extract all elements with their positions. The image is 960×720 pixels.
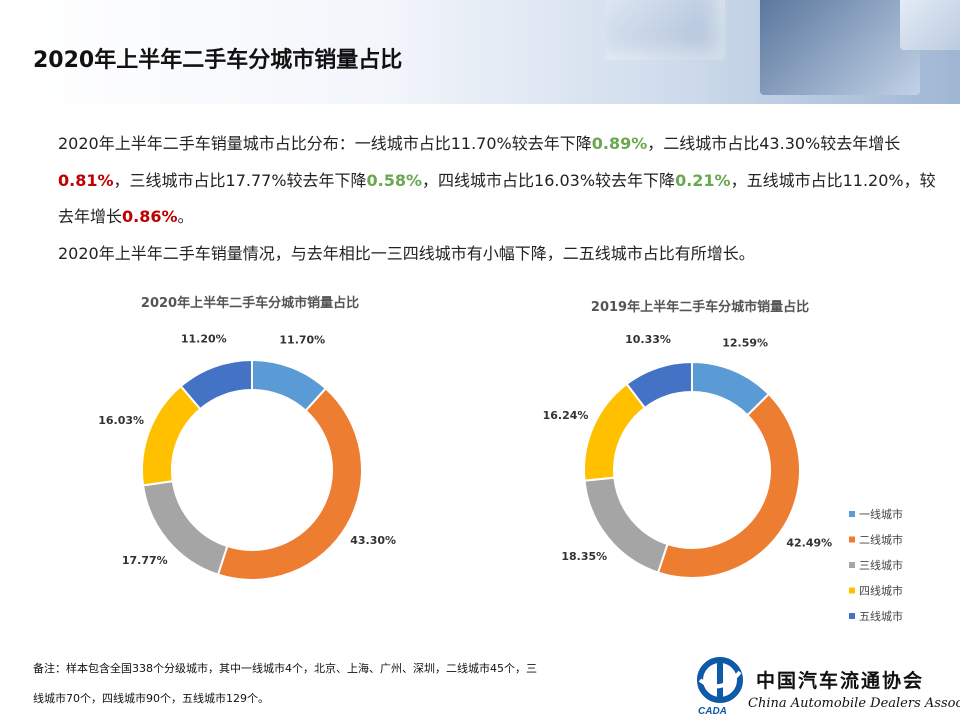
legend-swatch-5: [849, 613, 855, 619]
data-label-2019-5: 10.33%: [625, 333, 671, 346]
intro-text-span: ，五线城市占比11.20%，较去年增长: [58, 170, 936, 227]
intro-paragraph-1: 2020年上半年二手车销量城市占比分布：一线城市占比11.70%较去年下降0.8…: [58, 126, 938, 236]
change-value-tier5: 0.86%: [122, 207, 178, 226]
intro-text-span: ，三线城市占比17.77%较去年下降: [113, 170, 367, 190]
footnote: 备注：样本包含全国338个分级城市，其中一线城市4个，北京、上海、广州、深圳，二…: [33, 654, 638, 714]
legend-swatch-3: [849, 562, 855, 568]
data-label-2020-2: 43.30%: [350, 534, 396, 547]
data-label-2020-4: 16.03%: [98, 414, 144, 427]
cada-logo: CADA 中国汽车流通协会 China Automobile Dealers A…: [690, 652, 960, 720]
decorative-cube: [760, 0, 920, 95]
intro-text-span: ，四线城市占比16.03%较去年下降: [422, 170, 676, 190]
change-value-tier1: 0.89%: [591, 134, 648, 153]
data-label-2020-3: 17.77%: [122, 554, 168, 567]
intro-paragraph-2: 2020年上半年二手车销量情况，与去年相比一三四线城市有小幅下降，二五线城市占比…: [58, 243, 755, 263]
data-label-2020-5: 11.20%: [181, 333, 227, 346]
legend-label-3: 三线城市: [859, 558, 903, 572]
intro-text-span: 。: [177, 207, 194, 226]
header-banner: [0, 0, 960, 104]
cada-logo-mark-icon: CADA: [697, 657, 743, 717]
donut-slice-2019-4: [583, 382, 647, 482]
decorative-cube: [605, 0, 725, 60]
donut-slice-2020-2: [216, 386, 363, 581]
data-label-2020-1: 11.70%: [279, 333, 325, 346]
data-label-2019-1: 12.59%: [722, 337, 768, 350]
donut-slice-2019-5: [625, 360, 693, 410]
data-label-2019-3: 18.35%: [561, 550, 607, 563]
decorative-cube: [900, 0, 960, 50]
change-value-tier2: 0.81%: [58, 170, 114, 190]
intro-text: 2020年上半年二手车销量城市占比分布：一线城市占比11.70%较去年下降0.8…: [58, 126, 938, 272]
logo-english-name: China Automobile Dealers Association: [748, 696, 960, 711]
legend-label-5: 五线城市: [859, 609, 903, 623]
donut-slice-2019-2: [656, 392, 801, 579]
legend-swatch-4: [849, 587, 855, 594]
legend-label-4: 四线城市: [859, 584, 903, 598]
change-value-tier3: 0.58%: [366, 170, 423, 190]
change-value-tier4: 0.21%: [675, 170, 731, 190]
intro-text-span: ，二线城市占比43.30%较去年增长: [647, 134, 901, 153]
page-title: 2020年上半年二手车分城市销量占比: [33, 48, 403, 73]
donut-slice-2020-5: [179, 358, 253, 411]
data-label-2019-2: 42.49%: [786, 537, 832, 550]
chart-title-2020: 2020年上半年二手车分城市销量占比: [140, 296, 360, 311]
logo-mark-text: CADA: [698, 706, 727, 717]
intro-text-span: 2020年上半年二手车销量城市占比分布：一线城市占比11.70%较去年下降: [58, 134, 592, 153]
legend-swatch-1: [849, 511, 855, 517]
legend-label-2: 二线城市: [859, 533, 903, 547]
donut-slice-2020-4: [141, 384, 202, 487]
legend-label-1: 一线城市: [859, 507, 903, 521]
footnote-line-2: 线城市70个，四线城市90个，五线城市129个。: [33, 692, 269, 705]
data-label-2019-4: 16.24%: [543, 409, 589, 422]
chart-title-2019: 2019年上半年二手车分城市销量占比: [590, 300, 810, 315]
logo-chinese-name: 中国汽车流通协会: [756, 670, 925, 692]
footnote-line-1: 备注：样本包含全国338个分级城市，其中一线城市4个，北京、上海、广州、深圳，二…: [33, 662, 537, 675]
legend-swatch-2: [849, 536, 855, 543]
